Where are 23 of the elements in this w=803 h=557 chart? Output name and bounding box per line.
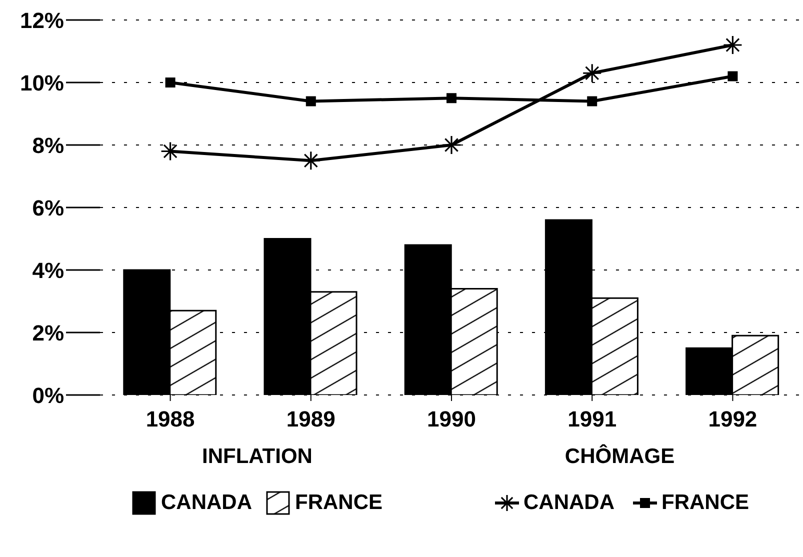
- y-tick-label: 2%: [32, 320, 64, 346]
- point: [165, 78, 176, 88]
- legend-label: CANADA: [160, 491, 252, 515]
- text: CHÔMAGE: [564, 445, 675, 469]
- y-tick-label: 6%: [32, 195, 64, 220]
- legend-label: CANADA: [522, 491, 614, 515]
- y-tick-label: 8%: [32, 132, 64, 158]
- legend-label: FRANCE: [294, 491, 382, 515]
- point: [587, 96, 598, 106]
- y-tick-label: 12%: [20, 8, 64, 33]
- x-tick-label: 1991: [568, 406, 617, 432]
- point: [728, 71, 738, 82]
- x-tick-label: 1992: [708, 406, 758, 432]
- point: [306, 96, 316, 106]
- legend-label: FRANCE: [660, 491, 749, 515]
- text: INFLATION: [202, 445, 312, 469]
- x-tick-label: 1988: [146, 406, 195, 432]
- y-tick-label: 0%: [32, 382, 64, 408]
- x-tick-label: 1990: [427, 406, 476, 432]
- x-tick-label: 1989: [286, 406, 336, 432]
- y-tick-label: 4%: [32, 258, 64, 283]
- point: [446, 93, 456, 104]
- y-tick-label: 10%: [20, 70, 64, 96]
